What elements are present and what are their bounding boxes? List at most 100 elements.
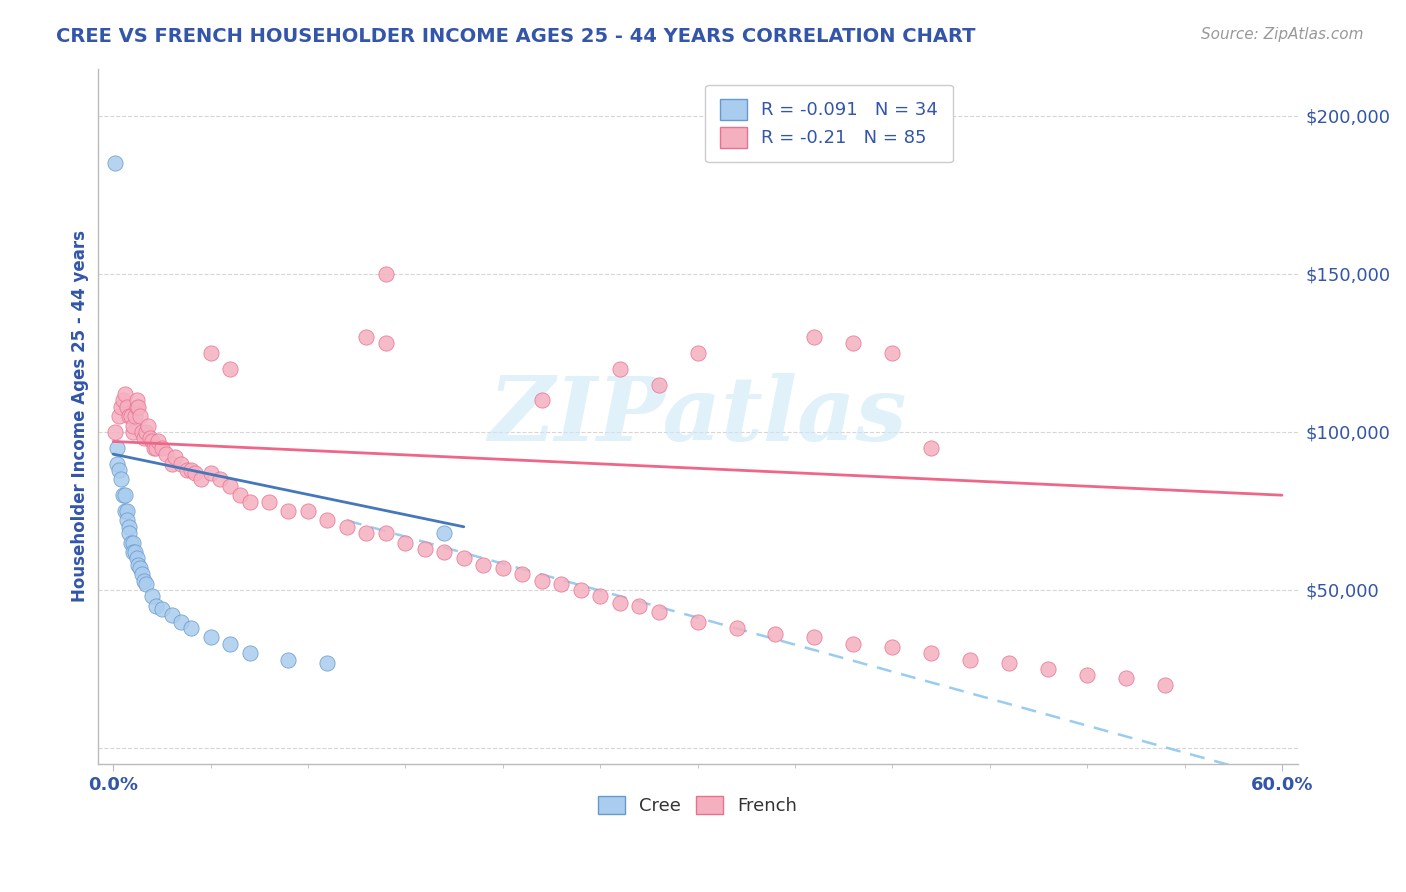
Point — [647, 377, 669, 392]
Point — [121, 535, 143, 549]
Point — [200, 346, 222, 360]
Point — [145, 441, 167, 455]
Point — [765, 627, 787, 641]
Point — [125, 551, 148, 566]
Point — [111, 488, 134, 502]
Point — [115, 504, 138, 518]
Point — [1076, 668, 1098, 682]
Point — [170, 457, 193, 471]
Point — [108, 409, 131, 424]
Point — [229, 488, 252, 502]
Point — [356, 526, 378, 541]
Point — [394, 535, 416, 549]
Point — [433, 526, 456, 541]
Point — [125, 400, 148, 414]
Point — [959, 652, 981, 666]
Point — [374, 267, 396, 281]
Point — [530, 393, 553, 408]
Point — [118, 520, 141, 534]
Point — [110, 400, 132, 414]
Point — [257, 494, 280, 508]
Point — [238, 646, 260, 660]
Point — [121, 545, 143, 559]
Point — [609, 596, 631, 610]
Point — [433, 545, 456, 559]
Point — [336, 520, 359, 534]
Point — [374, 526, 396, 541]
Point — [129, 409, 152, 424]
Point — [127, 400, 149, 414]
Point — [356, 330, 378, 344]
Point — [277, 652, 299, 666]
Point — [121, 418, 143, 433]
Point — [472, 558, 495, 572]
Text: CREE VS FRENCH HOUSEHOLDER INCOME AGES 25 - 44 YEARS CORRELATION CHART: CREE VS FRENCH HOUSEHOLDER INCOME AGES 2… — [56, 27, 976, 45]
Point — [139, 431, 162, 445]
Point — [803, 330, 825, 344]
Point — [141, 434, 163, 449]
Point — [134, 574, 156, 588]
Point — [136, 418, 159, 433]
Point — [131, 425, 153, 439]
Point — [115, 400, 138, 414]
Point — [184, 466, 207, 480]
Point — [842, 637, 865, 651]
Point — [135, 576, 157, 591]
Point — [413, 541, 436, 556]
Point — [550, 576, 572, 591]
Point — [589, 590, 612, 604]
Point — [180, 463, 202, 477]
Point — [125, 393, 148, 408]
Point — [219, 479, 242, 493]
Point — [104, 425, 127, 439]
Point — [238, 494, 260, 508]
Point — [882, 640, 904, 654]
Point — [111, 393, 134, 408]
Point — [127, 558, 149, 572]
Point — [725, 621, 748, 635]
Point — [882, 346, 904, 360]
Point — [686, 615, 709, 629]
Point — [530, 574, 553, 588]
Point — [124, 409, 146, 424]
Point — [160, 608, 183, 623]
Point — [155, 447, 177, 461]
Point — [105, 457, 128, 471]
Point — [920, 441, 942, 455]
Point — [108, 463, 131, 477]
Point — [510, 567, 533, 582]
Point — [145, 599, 167, 613]
Point — [647, 605, 669, 619]
Point — [165, 450, 187, 465]
Point — [209, 472, 232, 486]
Point — [374, 336, 396, 351]
Point — [150, 602, 173, 616]
Point — [686, 346, 709, 360]
Point — [170, 615, 193, 629]
Point — [110, 472, 132, 486]
Point — [120, 535, 142, 549]
Point — [118, 526, 141, 541]
Point — [277, 504, 299, 518]
Point — [1038, 662, 1060, 676]
Point — [104, 156, 127, 170]
Point — [129, 561, 152, 575]
Point — [842, 336, 865, 351]
Text: Source: ZipAtlas.com: Source: ZipAtlas.com — [1201, 27, 1364, 42]
Point — [121, 425, 143, 439]
Point — [176, 463, 198, 477]
Point — [180, 621, 202, 635]
Point — [803, 631, 825, 645]
Point — [297, 504, 319, 518]
Point — [124, 545, 146, 559]
Point — [114, 387, 136, 401]
Point — [1154, 678, 1177, 692]
Point — [135, 425, 157, 439]
Point — [200, 631, 222, 645]
Point — [114, 488, 136, 502]
Point — [141, 590, 163, 604]
Point — [453, 551, 475, 566]
Point — [118, 409, 141, 424]
Point — [316, 513, 339, 527]
Point — [219, 361, 242, 376]
